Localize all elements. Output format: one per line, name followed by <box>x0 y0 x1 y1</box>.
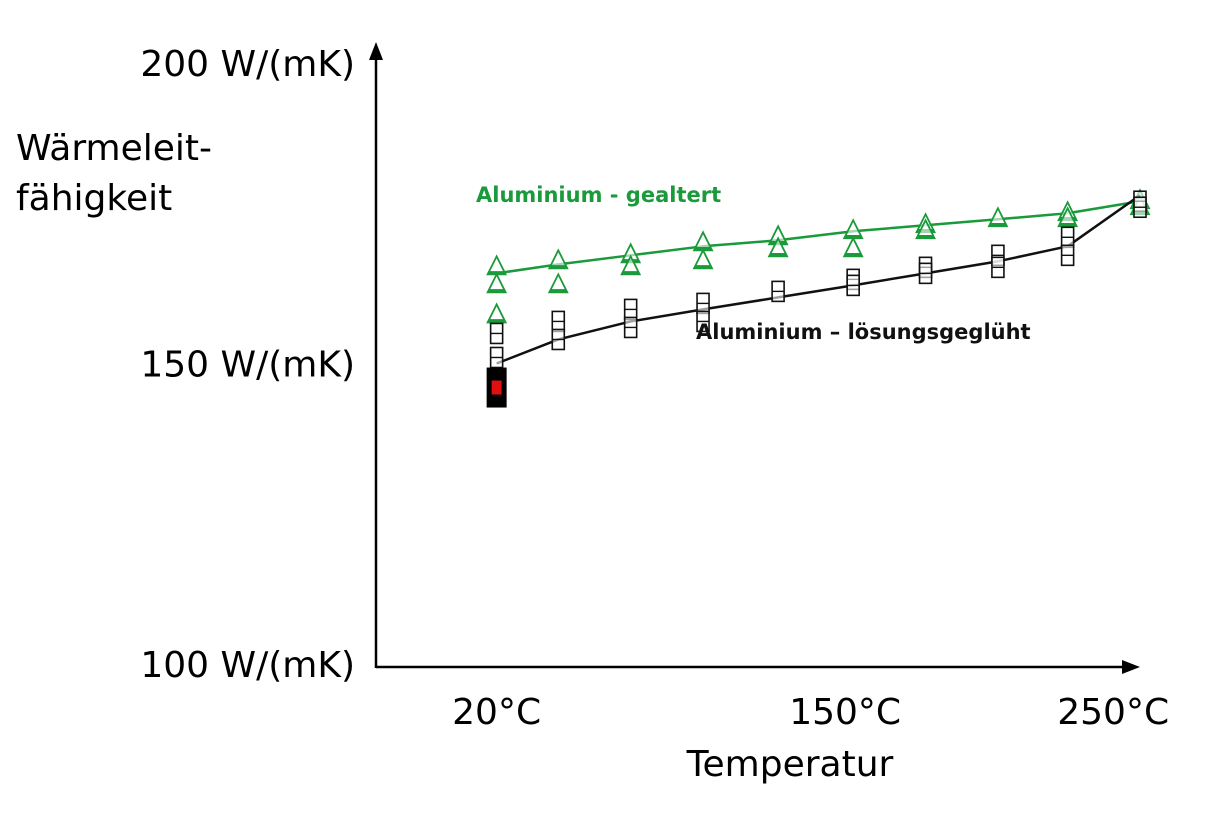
series-label-gealtert: Aluminium - gealtert <box>476 183 721 207</box>
y-tick-label: 200 W/(mK) <box>140 44 355 85</box>
series-marker-triangle <box>620 254 642 276</box>
series-marker-triangle <box>842 236 864 258</box>
y-axis-arrow <box>369 42 383 60</box>
series-line <box>496 194 1141 365</box>
x-axis-label: Temperatur <box>686 744 894 785</box>
highlight-marker-fill <box>491 380 502 395</box>
y-tick-label: 150 W/(mK) <box>140 345 355 386</box>
series-marker-triangle <box>987 206 1009 228</box>
series-marker-triangle <box>486 272 508 294</box>
y-axis-label-line-1: Wärmeleit- <box>16 128 212 169</box>
x-tick-label: 250°C <box>1057 692 1169 733</box>
series-marker-triangle <box>767 236 789 258</box>
series-marker-triangle <box>547 272 569 294</box>
series-marker-triangle <box>486 302 508 324</box>
y-axis-label-line-2: fähigkeit <box>16 178 172 219</box>
x-axis-arrow <box>1122 660 1140 674</box>
series-marker-triangle <box>692 248 714 270</box>
series-line <box>496 199 1141 275</box>
series-marker-triangle <box>547 248 569 270</box>
series-label-loesungsgegluet: Aluminium – lösungsgeglüht <box>696 320 1031 344</box>
x-tick-label: 150°C <box>789 692 901 733</box>
x-tick-label: 20°C <box>452 692 541 733</box>
series-marker-triangle <box>915 218 937 240</box>
series-layer <box>486 188 1151 408</box>
series-marker-triangle <box>1057 206 1079 228</box>
y-tick-label: 100 W/(mK) <box>140 645 355 686</box>
tick-labels: 100 W/(mK) 150 W/(mK) 200 W/(mK) 20°C 150°C 2… <box>140 44 1169 733</box>
